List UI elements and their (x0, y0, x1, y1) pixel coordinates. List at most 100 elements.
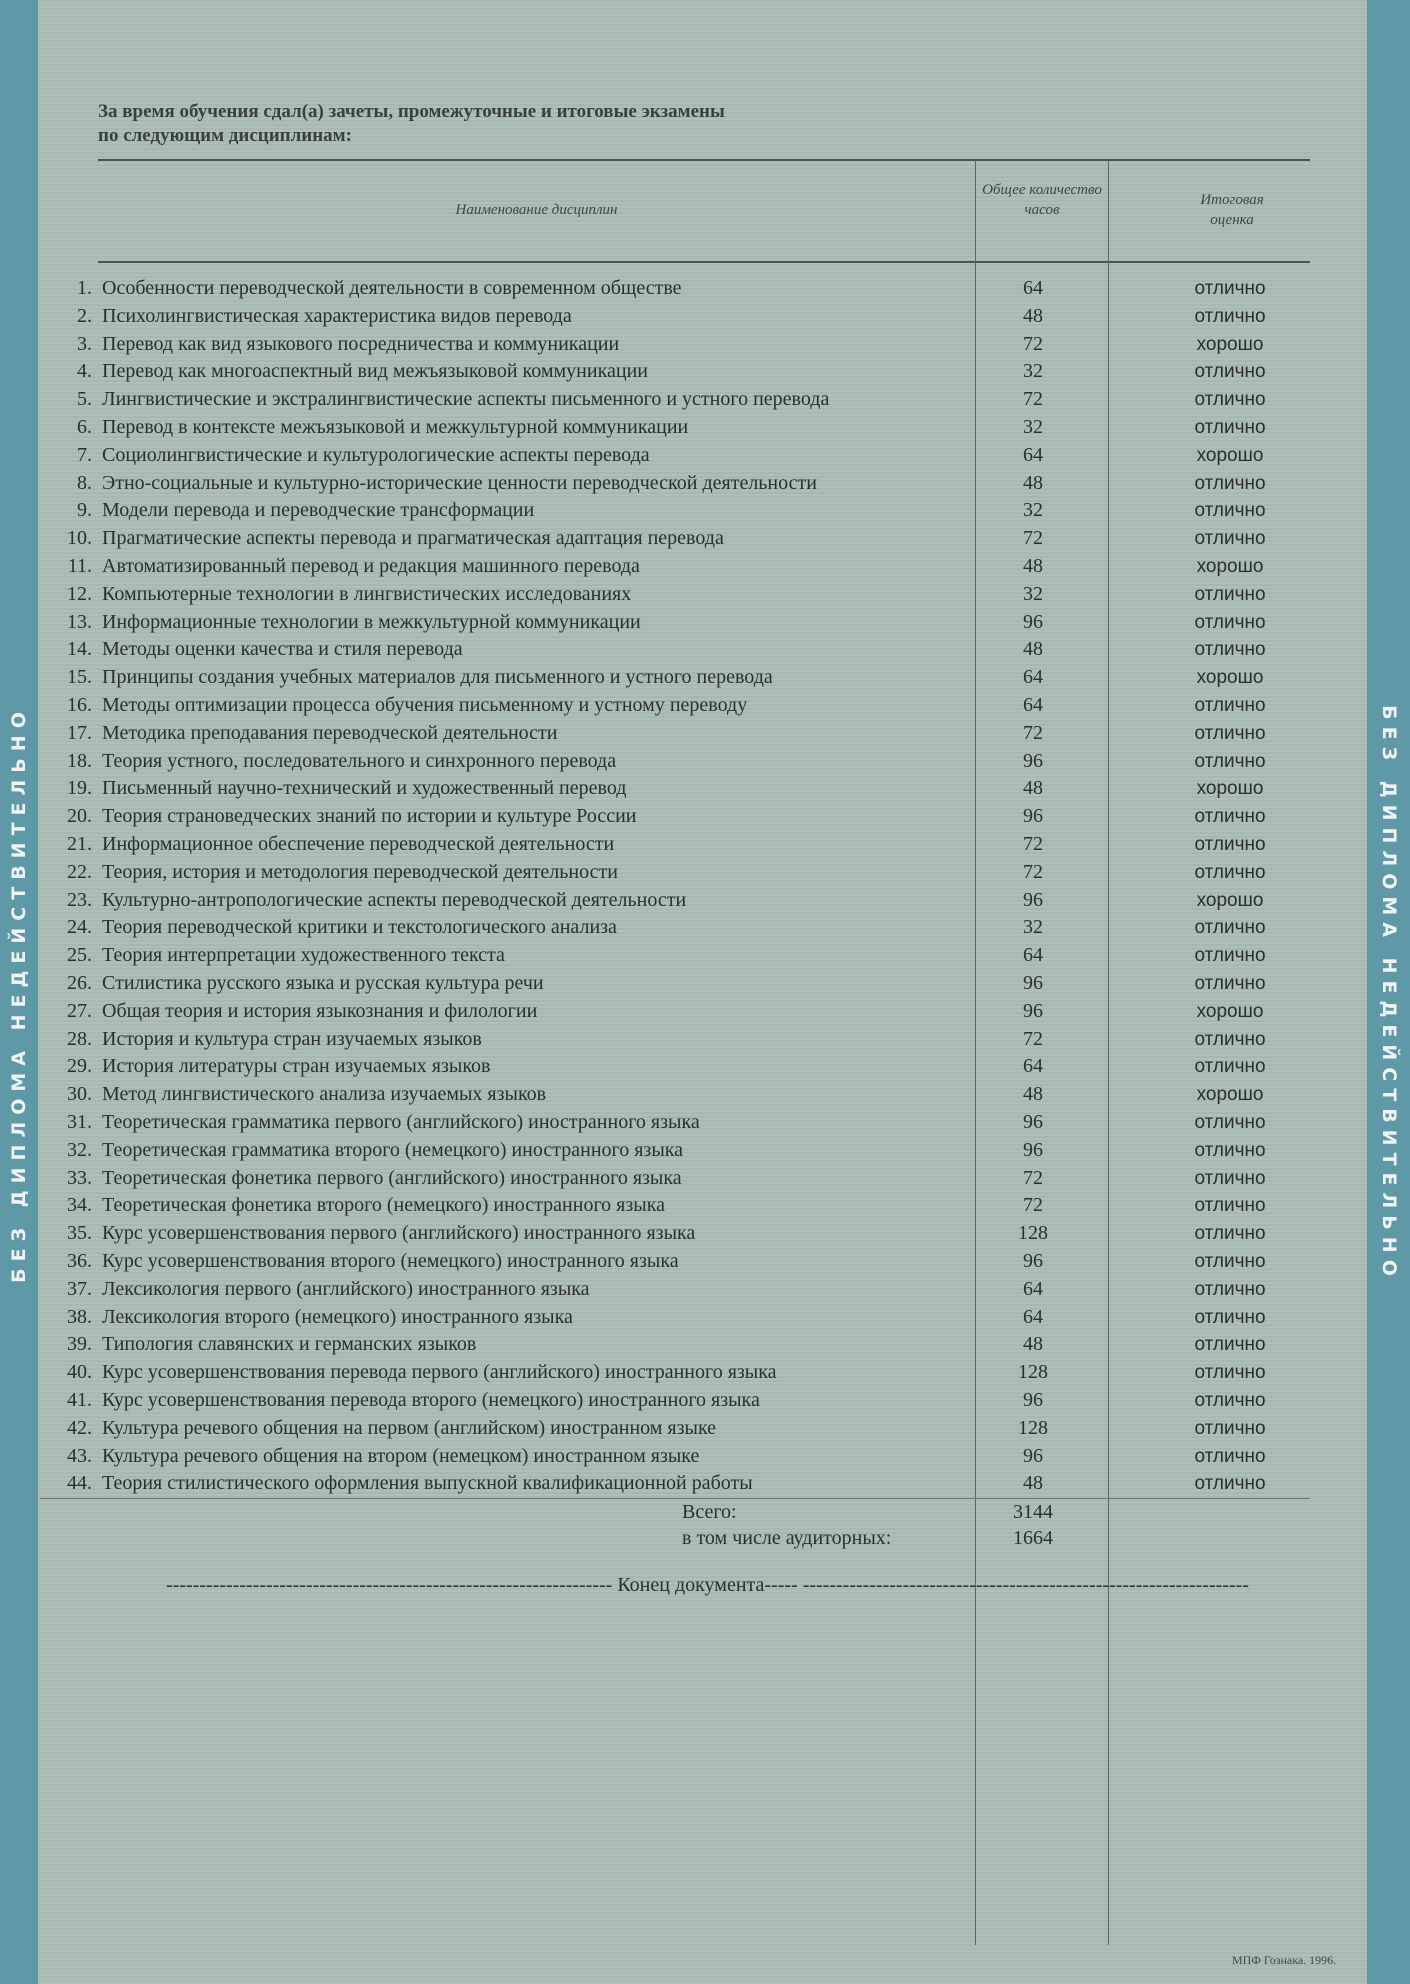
grade: отлично (1194, 1251, 1266, 1272)
grade: отлично (1194, 1279, 1266, 1300)
hours: 72 (1023, 333, 1043, 355)
row-number: 37. (67, 1278, 92, 1300)
discipline-name: Информационное обеспечение переводческой… (102, 833, 615, 855)
hours: 72 (1023, 722, 1043, 744)
discipline-name: Культурно-антропологические аспекты пере… (102, 889, 687, 911)
row-number: 5. (77, 388, 92, 410)
hours: 48 (1023, 472, 1043, 494)
row-number: 31. (67, 1111, 92, 1133)
hours: 48 (1023, 638, 1043, 660)
row-number: 4. (77, 360, 92, 382)
grade: хорошо (1196, 1001, 1264, 1022)
discipline-name: Типология славянских и германских языков (102, 1333, 477, 1355)
auditory-label: в том числе аудиторных: (682, 1527, 892, 1549)
hours: 96 (1023, 750, 1043, 772)
table-row: 35. Курс усовершенствования первого (англ… (40, 1220, 1300, 1247)
header-discipline: Наименование дисциплин (455, 202, 618, 218)
row-number: 41. (67, 1389, 92, 1411)
discipline-name: Письменный научно-технический и художест… (102, 777, 627, 799)
row-number: 42. (67, 1417, 92, 1439)
discipline-name: Культура речевого общения на втором (нем… (102, 1445, 700, 1467)
grade: отлично (1194, 639, 1266, 660)
discipline-name: Лексикология второго (немецкого) иностра… (102, 1306, 573, 1328)
left-security-strip (0, 0, 38, 1984)
grade: отлично (1194, 1223, 1266, 1244)
hours: 48 (1023, 305, 1043, 327)
grade: хорошо (1196, 556, 1264, 577)
discipline-name: Лингвистические и экстралингвистические … (102, 388, 830, 410)
hours: 72 (1023, 1028, 1043, 1050)
grade: отлично (1194, 917, 1266, 938)
discipline-name: Методы оптимизации процесса обучения пис… (102, 694, 748, 716)
discipline-name: История и культура стран изучаемых языко… (102, 1028, 482, 1050)
hours: 96 (1023, 1445, 1043, 1467)
row-number: 2. (77, 305, 92, 327)
discipline-name: Психолингвистическая характеристика видо… (102, 305, 572, 327)
right-security-strip (1367, 0, 1410, 1984)
grade: отлично (1194, 723, 1266, 744)
table-row: 30. Метод лингвистического анализа изучае… (40, 1081, 1300, 1108)
discipline-name: История литературы стран изучаемых языко… (102, 1055, 491, 1077)
grade: отлично (1194, 1362, 1266, 1383)
discipline-name: Теоретическая фонетика первого (английск… (102, 1167, 682, 1189)
grade: отлично (1194, 1112, 1266, 1133)
row-number: 22. (67, 861, 92, 883)
hours: 72 (1023, 1194, 1043, 1216)
discipline-name: Курс усовершенствования первого (английс… (102, 1222, 696, 1244)
grade: отлично (1194, 361, 1266, 382)
table-row: 31. Теоретическая грамматика первого (анг… (40, 1109, 1300, 1136)
grade: отлично (1194, 1168, 1266, 1189)
table-row: 33. Теоретическая фонетика первого (англи… (40, 1165, 1300, 1192)
grade: отлично (1194, 695, 1266, 716)
table-row: 20. Теория страноведческих знаний по исто… (40, 803, 1300, 830)
discipline-name: Перевод в контексте межъязыковой и межку… (102, 416, 689, 438)
column-divider-2 (1108, 160, 1109, 1945)
table-row: 5. Лингвистические и экстралингвистически… (40, 386, 1300, 413)
row-number: 44. (67, 1472, 92, 1494)
hours: 48 (1023, 555, 1043, 577)
hours: 128 (1018, 1417, 1048, 1439)
header-grade: Итоговая оценка (1200, 192, 1264, 228)
row-number: 3. (77, 333, 92, 355)
hours: 32 (1023, 499, 1043, 521)
hours: 48 (1023, 1472, 1043, 1494)
hours: 72 (1023, 833, 1043, 855)
grade: отлично (1194, 612, 1266, 633)
table-row: 41. Курс усовершенствования перевода втор… (40, 1387, 1300, 1414)
hours: 128 (1018, 1222, 1048, 1244)
table-row: 34. Теоретическая фонетика второго (немец… (40, 1192, 1300, 1219)
hours: 96 (1023, 1000, 1043, 1022)
table-row: 43. Культура речевого общения на втором (… (40, 1443, 1300, 1470)
table-row: 28. История и культура стран изучаемых яз… (40, 1026, 1300, 1053)
hours: 72 (1023, 388, 1043, 410)
row-number: 10. (67, 527, 92, 549)
grade: отлично (1194, 1307, 1266, 1328)
table-row: 22. Теория, история и методология перевод… (40, 859, 1300, 886)
grade: отлично (1194, 1056, 1266, 1077)
grade: отлично (1194, 1140, 1266, 1161)
grade: отлично (1194, 389, 1266, 410)
grade: отлично (1194, 1473, 1266, 1494)
table-row: 37. Лексикология первого (английского) ин… (40, 1276, 1300, 1303)
hours: 96 (1023, 611, 1043, 633)
discipline-name: Культура речевого общения на первом (анг… (102, 1417, 717, 1439)
table-bottom-rule (40, 1498, 1310, 1499)
intro-text: За время обучения сдал(а) зачеты, промеж… (98, 100, 725, 148)
total-label: Всего: (682, 1501, 737, 1523)
discipline-name: Теория устного, последовательного и синх… (102, 750, 617, 772)
grade: отлично (1194, 973, 1266, 994)
discipline-name: Теория интерпретации художественного тек… (102, 944, 505, 966)
discipline-name: Информационные технологии в межкультурно… (102, 611, 641, 633)
table-row: 27. Общая теория и история языкознания и … (40, 998, 1300, 1025)
discipline-name: Методика преподавания переводческой деят… (102, 722, 558, 744)
hours: 96 (1023, 1111, 1043, 1133)
row-number: 25. (67, 944, 92, 966)
row-number: 15. (67, 666, 92, 688)
hours: 96 (1023, 889, 1043, 911)
table-row: 32. Теоретическая грамматика второго (нем… (40, 1137, 1300, 1164)
discipline-name: Перевод как вид языкового посредничества… (102, 333, 620, 355)
row-number: 23. (67, 889, 92, 911)
discipline-name: Принципы создания учебных материалов для… (102, 666, 773, 688)
table-row: 42. Культура речевого общения на первом (… (40, 1415, 1300, 1442)
row-number: 24. (67, 916, 92, 938)
